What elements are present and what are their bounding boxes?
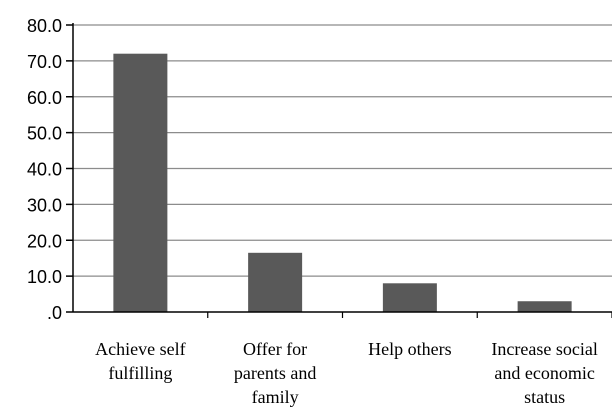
- y-tick-label: 50.0: [27, 124, 62, 144]
- y-tick-label: 30.0: [27, 195, 62, 215]
- y-tick-label: 70.0: [27, 52, 62, 72]
- x-category-label: Offer for parents and family: [234, 339, 316, 407]
- axes: [66, 23, 612, 318]
- x-category-label: Increase social and economic status: [491, 339, 597, 407]
- y-tick-label: 60.0: [27, 88, 62, 108]
- y-tick-label: 40.0: [27, 160, 62, 180]
- x-category-label: Help others: [368, 339, 451, 359]
- bar: [248, 252, 303, 312]
- y-tick-label: 80.0: [27, 16, 62, 36]
- bars: [113, 53, 572, 312]
- y-tick-label: 10.0: [27, 267, 62, 287]
- x-category-label: Achieve self fulfilling: [95, 339, 185, 383]
- y-tick-label: 20.0: [27, 231, 62, 251]
- y-tick-label: .0: [47, 303, 62, 323]
- x-axis-category-labels: Achieve self fulfilling Offer for parents a…: [95, 339, 598, 407]
- bar: [517, 301, 572, 312]
- bar: [113, 53, 168, 312]
- bar: [382, 283, 437, 312]
- y-axis-tick-labels: .0 10.0 20.0 30.0 40.0 50.0 60.0 70.0 80.0: [27, 16, 62, 323]
